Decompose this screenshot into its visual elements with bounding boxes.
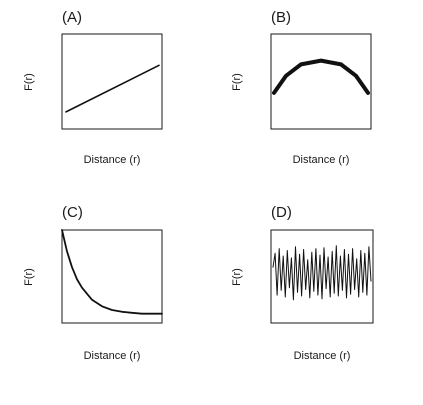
panel-a-curve	[65, 64, 160, 113]
panel-a-plot-frame	[61, 33, 163, 130]
panel-b-curve	[272, 58, 370, 95]
panel-d-plot-frame	[270, 229, 374, 324]
panel-d-xlabel: Distance (r)	[294, 350, 351, 362]
panel-b-xlabel: Distance (r)	[293, 154, 350, 166]
panel-d-ylabel: F(r)	[231, 268, 243, 286]
panel-c-ylabel: F(r)	[23, 268, 35, 286]
panel-a-label: (A)	[62, 9, 82, 26]
panel-b-ylabel: F(r)	[231, 73, 243, 91]
panel-c-plot-frame	[61, 229, 163, 324]
panel-b: (B) F(r) Distance (r)	[231, 9, 372, 166]
panel-a: (A) F(r) Distance (r)	[23, 9, 163, 166]
panel-a-xlabel: Distance (r)	[84, 154, 141, 166]
panel-a-ylabel: F(r)	[23, 73, 35, 91]
panel-c-curve	[61, 229, 163, 315]
panel-d: (D) F(r) Distance (r)	[231, 204, 374, 362]
panel-c-label: (C)	[62, 204, 83, 221]
panel-b-label: (B)	[271, 9, 291, 26]
panel-b-plot-frame	[270, 33, 372, 130]
panel-c-xlabel: Distance (r)	[84, 350, 141, 362]
panel-d-label: (D)	[271, 204, 292, 221]
panel-c: (C) F(r) Distance (r)	[23, 204, 163, 362]
panel-d-curve	[272, 245, 372, 301]
